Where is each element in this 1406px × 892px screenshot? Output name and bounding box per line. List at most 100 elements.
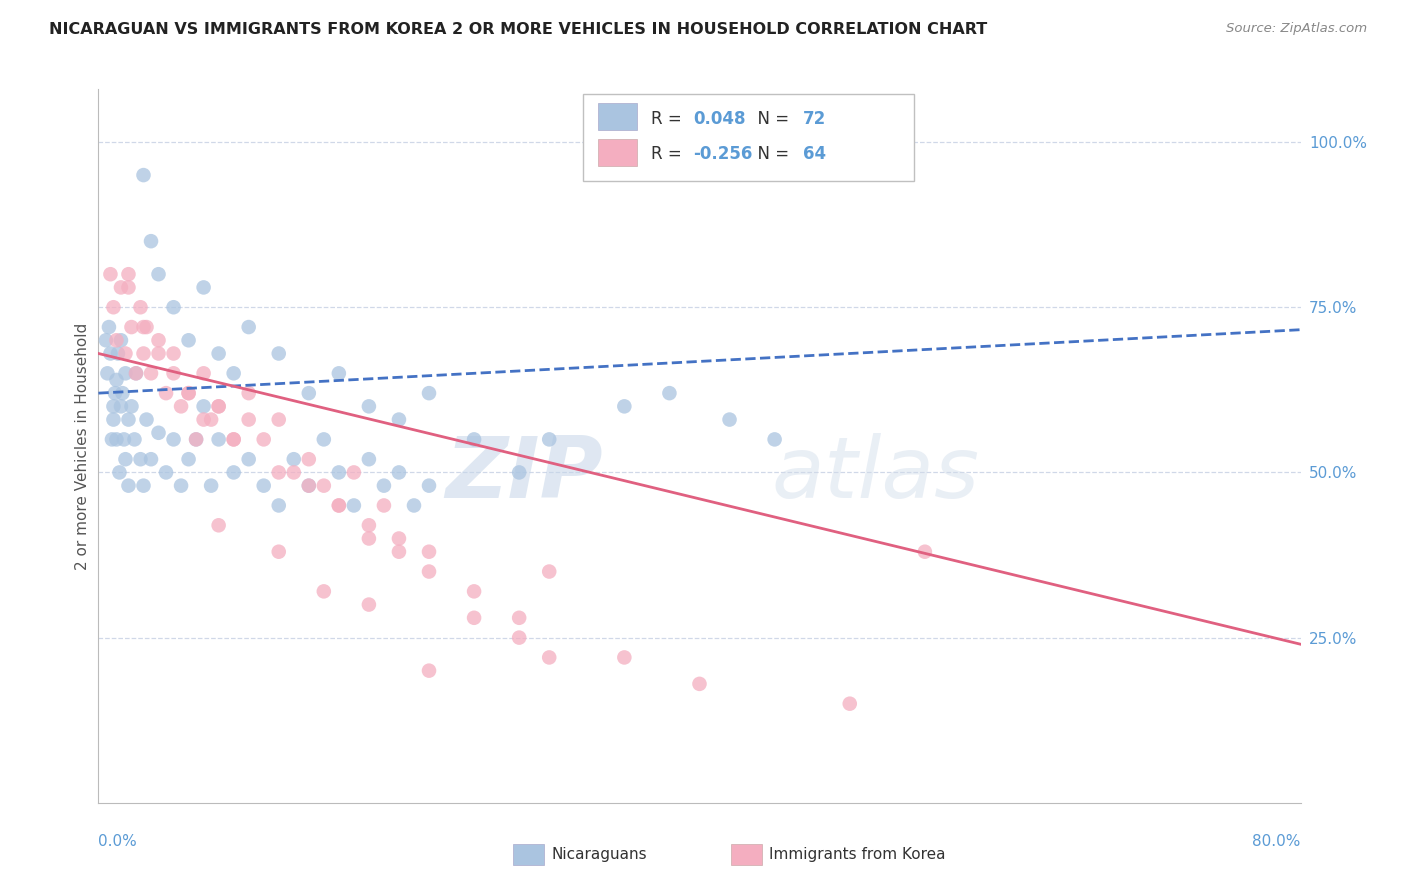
- Point: [388, 466, 411, 480]
- Point: [357, 518, 380, 533]
- Point: [328, 499, 350, 513]
- Point: [267, 545, 290, 559]
- Point: [193, 367, 215, 381]
- Point: [132, 168, 155, 182]
- Text: R =: R =: [651, 145, 688, 163]
- Text: 0.048: 0.048: [693, 110, 745, 128]
- Point: [253, 478, 276, 492]
- Point: [238, 386, 260, 401]
- Y-axis label: 2 or more Vehicles in Household: 2 or more Vehicles in Household: [75, 322, 90, 570]
- Text: N =: N =: [747, 145, 794, 163]
- Point: [135, 412, 157, 426]
- Point: [718, 412, 741, 426]
- Point: [101, 433, 124, 447]
- Point: [312, 584, 335, 599]
- Point: [162, 433, 184, 447]
- Point: [613, 650, 636, 665]
- Point: [388, 545, 411, 559]
- Point: [838, 697, 860, 711]
- Point: [193, 280, 215, 294]
- Point: [208, 400, 231, 414]
- Point: [312, 478, 335, 492]
- Point: [200, 412, 222, 426]
- Point: [117, 412, 139, 426]
- Point: [298, 452, 321, 467]
- Point: [148, 267, 170, 281]
- Point: [328, 499, 350, 513]
- Point: [121, 400, 143, 414]
- Point: [914, 545, 936, 559]
- Point: [208, 433, 231, 447]
- Point: [328, 466, 350, 480]
- Point: [267, 412, 290, 426]
- Point: [193, 412, 215, 426]
- Point: [184, 433, 207, 447]
- Point: [688, 677, 710, 691]
- Text: Nicaraguans: Nicaraguans: [551, 847, 647, 862]
- Point: [312, 433, 335, 447]
- Point: [418, 664, 440, 678]
- Point: [135, 320, 157, 334]
- Text: R =: R =: [651, 110, 688, 128]
- Point: [107, 346, 129, 360]
- Point: [132, 320, 155, 334]
- Point: [463, 433, 485, 447]
- Point: [184, 433, 207, 447]
- Point: [105, 333, 128, 347]
- Point: [357, 400, 380, 414]
- Point: [104, 386, 127, 401]
- Point: [114, 346, 136, 360]
- Point: [117, 267, 139, 281]
- Point: [103, 400, 125, 414]
- Point: [96, 367, 118, 381]
- Point: [105, 373, 128, 387]
- Text: 0.0%: 0.0%: [98, 834, 138, 849]
- Point: [129, 452, 152, 467]
- Text: -0.256: -0.256: [693, 145, 752, 163]
- Point: [538, 433, 561, 447]
- Text: atlas: atlas: [772, 433, 980, 516]
- Point: [508, 611, 530, 625]
- Point: [222, 433, 245, 447]
- Point: [114, 452, 136, 467]
- Point: [208, 400, 231, 414]
- Point: [94, 333, 117, 347]
- Point: [155, 386, 177, 401]
- Point: [357, 598, 380, 612]
- Point: [103, 412, 125, 426]
- Point: [139, 452, 162, 467]
- Point: [117, 478, 139, 492]
- Point: [418, 478, 440, 492]
- Point: [103, 300, 125, 314]
- Point: [298, 478, 321, 492]
- Point: [177, 386, 200, 401]
- Point: [373, 478, 395, 492]
- Point: [388, 532, 411, 546]
- Point: [343, 499, 366, 513]
- Point: [148, 425, 170, 440]
- Point: [155, 466, 177, 480]
- Point: [373, 499, 395, 513]
- Point: [125, 367, 148, 381]
- Point: [253, 433, 276, 447]
- Text: ZIP: ZIP: [446, 433, 603, 516]
- Point: [124, 433, 146, 447]
- Point: [357, 532, 380, 546]
- Point: [100, 346, 122, 360]
- Point: [170, 400, 193, 414]
- Text: 64: 64: [803, 145, 825, 163]
- Point: [132, 478, 155, 492]
- Point: [108, 466, 131, 480]
- Point: [357, 452, 380, 467]
- Point: [132, 346, 155, 360]
- Point: [170, 478, 193, 492]
- Text: Source: ZipAtlas.com: Source: ZipAtlas.com: [1226, 22, 1367, 36]
- Text: NICARAGUAN VS IMMIGRANTS FROM KOREA 2 OR MORE VEHICLES IN HOUSEHOLD CORRELATION : NICARAGUAN VS IMMIGRANTS FROM KOREA 2 OR…: [49, 22, 987, 37]
- Point: [222, 466, 245, 480]
- Point: [298, 386, 321, 401]
- Point: [418, 545, 440, 559]
- Point: [658, 386, 681, 401]
- Point: [110, 280, 132, 294]
- Point: [418, 386, 440, 401]
- Point: [110, 400, 132, 414]
